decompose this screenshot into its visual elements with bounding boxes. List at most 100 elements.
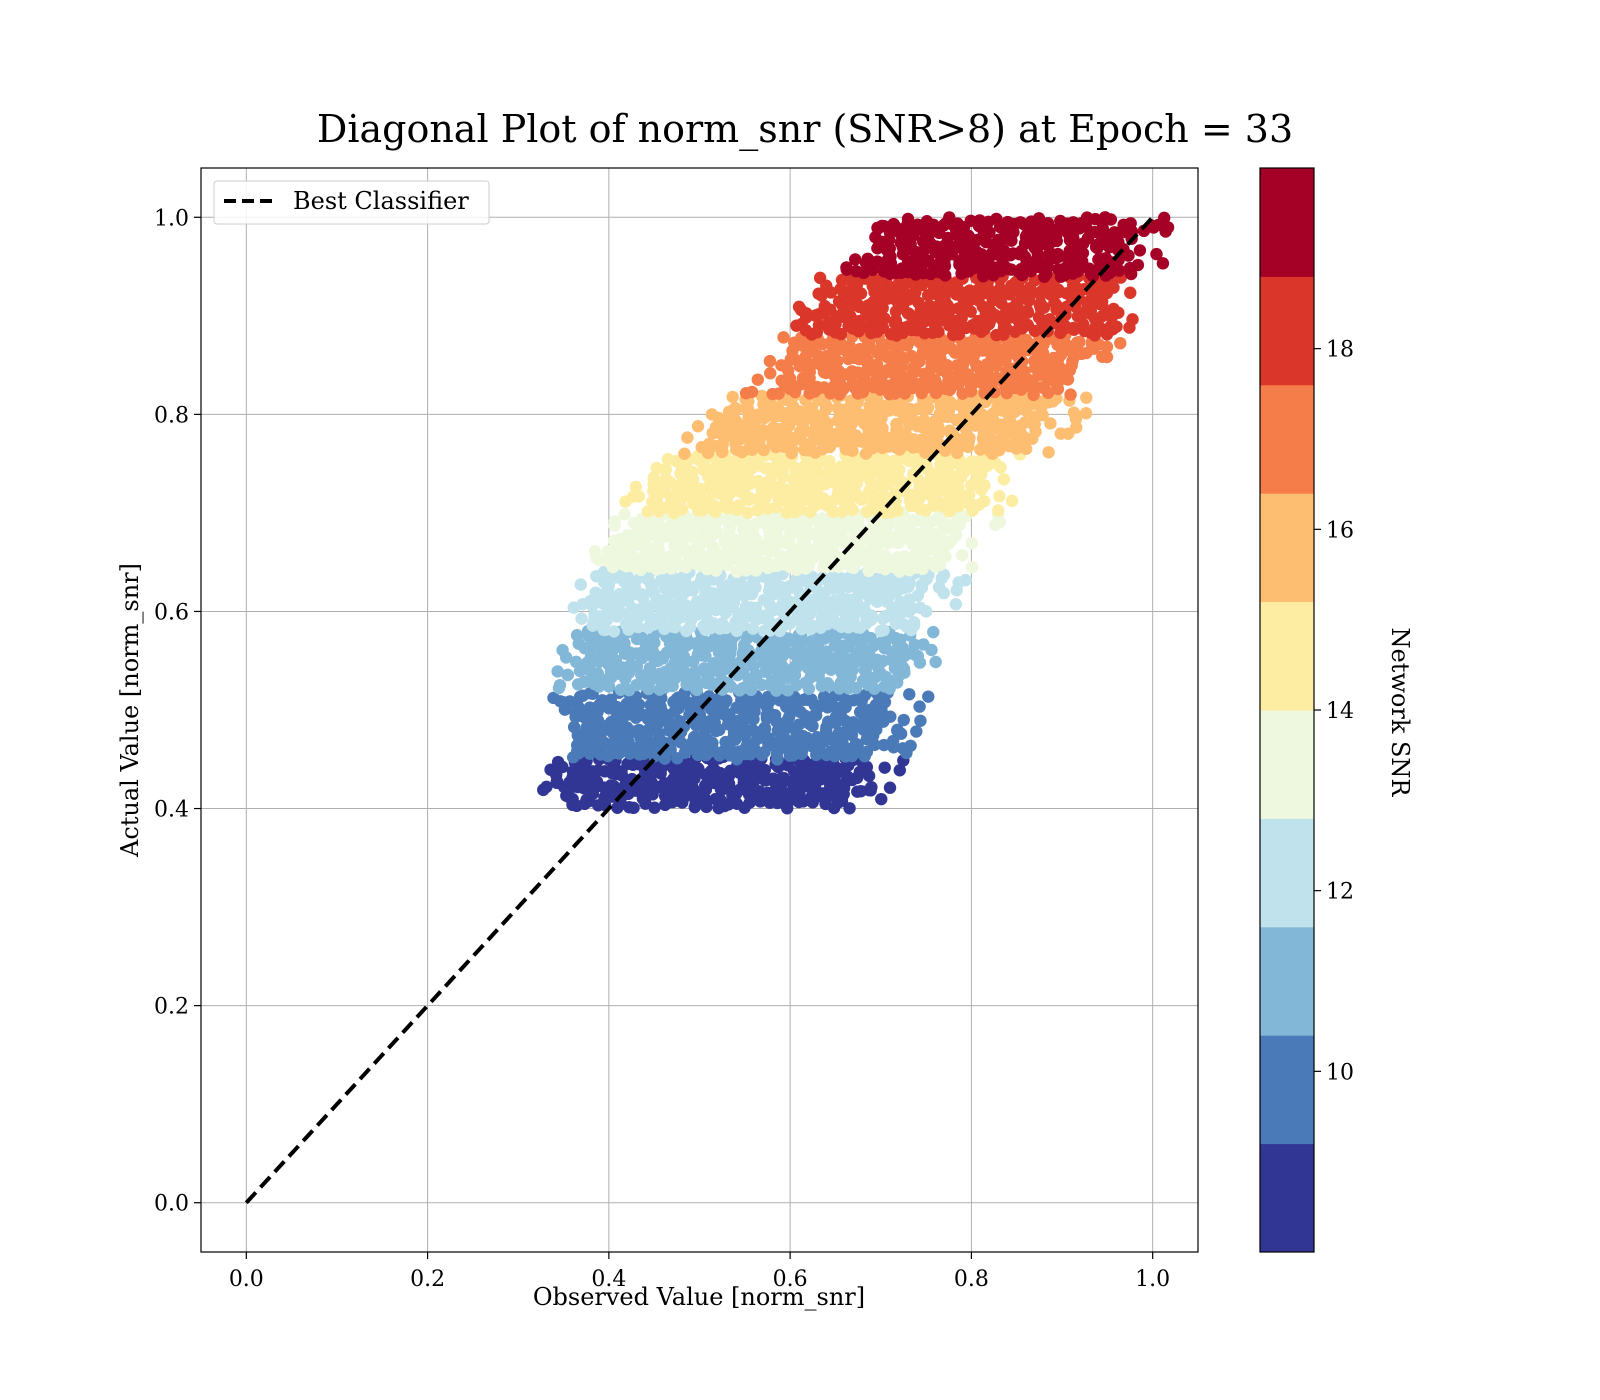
scatter-point <box>632 490 646 503</box>
scatter-point <box>922 690 935 703</box>
scatter-point <box>880 276 893 290</box>
scatter-point <box>852 366 865 379</box>
scatter-point <box>949 598 963 611</box>
scatter-point <box>692 762 705 775</box>
scatter-point <box>722 405 736 419</box>
scatter-point <box>758 763 771 777</box>
scatter-point <box>909 528 923 541</box>
scatter-point <box>1131 258 1145 272</box>
scatter-point <box>941 231 955 245</box>
scatter-point <box>1027 388 1040 402</box>
scatter-point <box>1123 321 1136 334</box>
scatter-point <box>746 443 759 456</box>
scatter-point <box>1066 231 1080 244</box>
scatter-point <box>601 544 615 558</box>
scatter-point <box>1054 427 1067 440</box>
scatter-point <box>817 381 831 394</box>
y-tick-label: 1.0 <box>154 206 189 231</box>
scatter-point <box>730 415 743 428</box>
scatter-point <box>658 752 672 765</box>
scatter-point <box>997 473 1011 486</box>
colorbar-tick-label: 12 <box>1326 880 1354 905</box>
scatter-point <box>569 655 583 669</box>
scatter-point <box>965 455 979 468</box>
scatter-point <box>681 431 694 444</box>
scatter-point <box>609 654 623 667</box>
scatter-point <box>999 380 1012 394</box>
scatter-point <box>925 643 938 657</box>
scatter-point <box>1133 244 1147 257</box>
scatter-point <box>1069 412 1083 426</box>
scatter-point <box>1124 217 1137 230</box>
scatter-point <box>920 513 933 526</box>
scatter-point <box>914 601 927 615</box>
x-tick-label: 0.4 <box>591 1267 626 1292</box>
scatter-point <box>846 377 860 391</box>
scatter-point <box>596 735 609 748</box>
scatter-point <box>812 308 825 321</box>
scatter-point <box>805 693 818 706</box>
y-tick-label: 0.4 <box>154 798 189 823</box>
scatter-point <box>997 244 1010 257</box>
legend-box <box>213 180 490 225</box>
scatter-point <box>896 742 910 755</box>
scatter-band <box>551 624 942 697</box>
scatter-point <box>830 617 844 631</box>
scatter-point <box>851 738 864 752</box>
scatter-point <box>702 690 716 703</box>
scatter-point <box>821 677 834 690</box>
scatter-point <box>588 545 602 558</box>
scatter-point <box>705 676 718 690</box>
colorbar-tick-label: 14 <box>1326 699 1354 724</box>
scatter-point <box>862 769 876 783</box>
colorbar-band <box>1260 926 1314 1036</box>
scatter-point <box>887 217 900 231</box>
scatter-point <box>884 710 897 723</box>
scatter-point <box>1010 297 1023 310</box>
best-classifier-line <box>244 215 1155 1205</box>
scatter-point <box>632 758 645 771</box>
x-tick-label: 0.6 <box>773 1267 808 1292</box>
scatter-point <box>951 217 964 230</box>
scatter-point <box>992 504 1005 517</box>
x-axis-label: Observed Value [norm_snr] <box>533 1283 865 1311</box>
scatter-point <box>776 661 790 674</box>
x-tick-label: 0.0 <box>229 1267 264 1292</box>
scatter-point <box>573 690 587 704</box>
scatter-point <box>608 737 622 750</box>
scatter-point <box>871 255 884 268</box>
scatter-point <box>795 622 808 636</box>
scatter-point <box>857 601 871 615</box>
colorbar-label: Network SNR <box>1386 628 1414 798</box>
scatter-point <box>949 528 963 542</box>
scatter-point <box>1147 221 1160 234</box>
scatter-band <box>588 506 1006 579</box>
scatter-point <box>771 401 785 414</box>
scatter-point <box>950 584 963 597</box>
scatter-point <box>993 489 1006 503</box>
scatter-point <box>742 491 755 504</box>
scatter-point <box>1050 298 1063 312</box>
colorbar-band <box>1260 818 1314 928</box>
scatter-point <box>751 373 765 386</box>
scatter-point <box>812 287 825 300</box>
scatter-point <box>874 666 887 680</box>
scatter-point <box>707 499 721 512</box>
scatter-point <box>709 420 723 434</box>
scatter-point <box>741 506 754 519</box>
scatter-point <box>720 694 733 707</box>
scatter-point <box>567 720 581 734</box>
scatter-point <box>574 578 587 591</box>
scatter-point <box>933 437 946 451</box>
scatter-point <box>625 548 639 561</box>
scatter-point <box>796 729 810 743</box>
scatter-point <box>994 461 1007 474</box>
scatter-point <box>1079 407 1093 420</box>
scatter-point <box>1064 388 1077 401</box>
chart-title: Diagonal Plot of norm_snr (SNR>8) at Epo… <box>317 107 1293 152</box>
scatter-point <box>913 700 926 713</box>
scatter-point <box>1036 381 1049 394</box>
scatter-point <box>1034 297 1047 310</box>
scatter-point <box>1124 286 1137 299</box>
scatter-point <box>907 619 921 632</box>
